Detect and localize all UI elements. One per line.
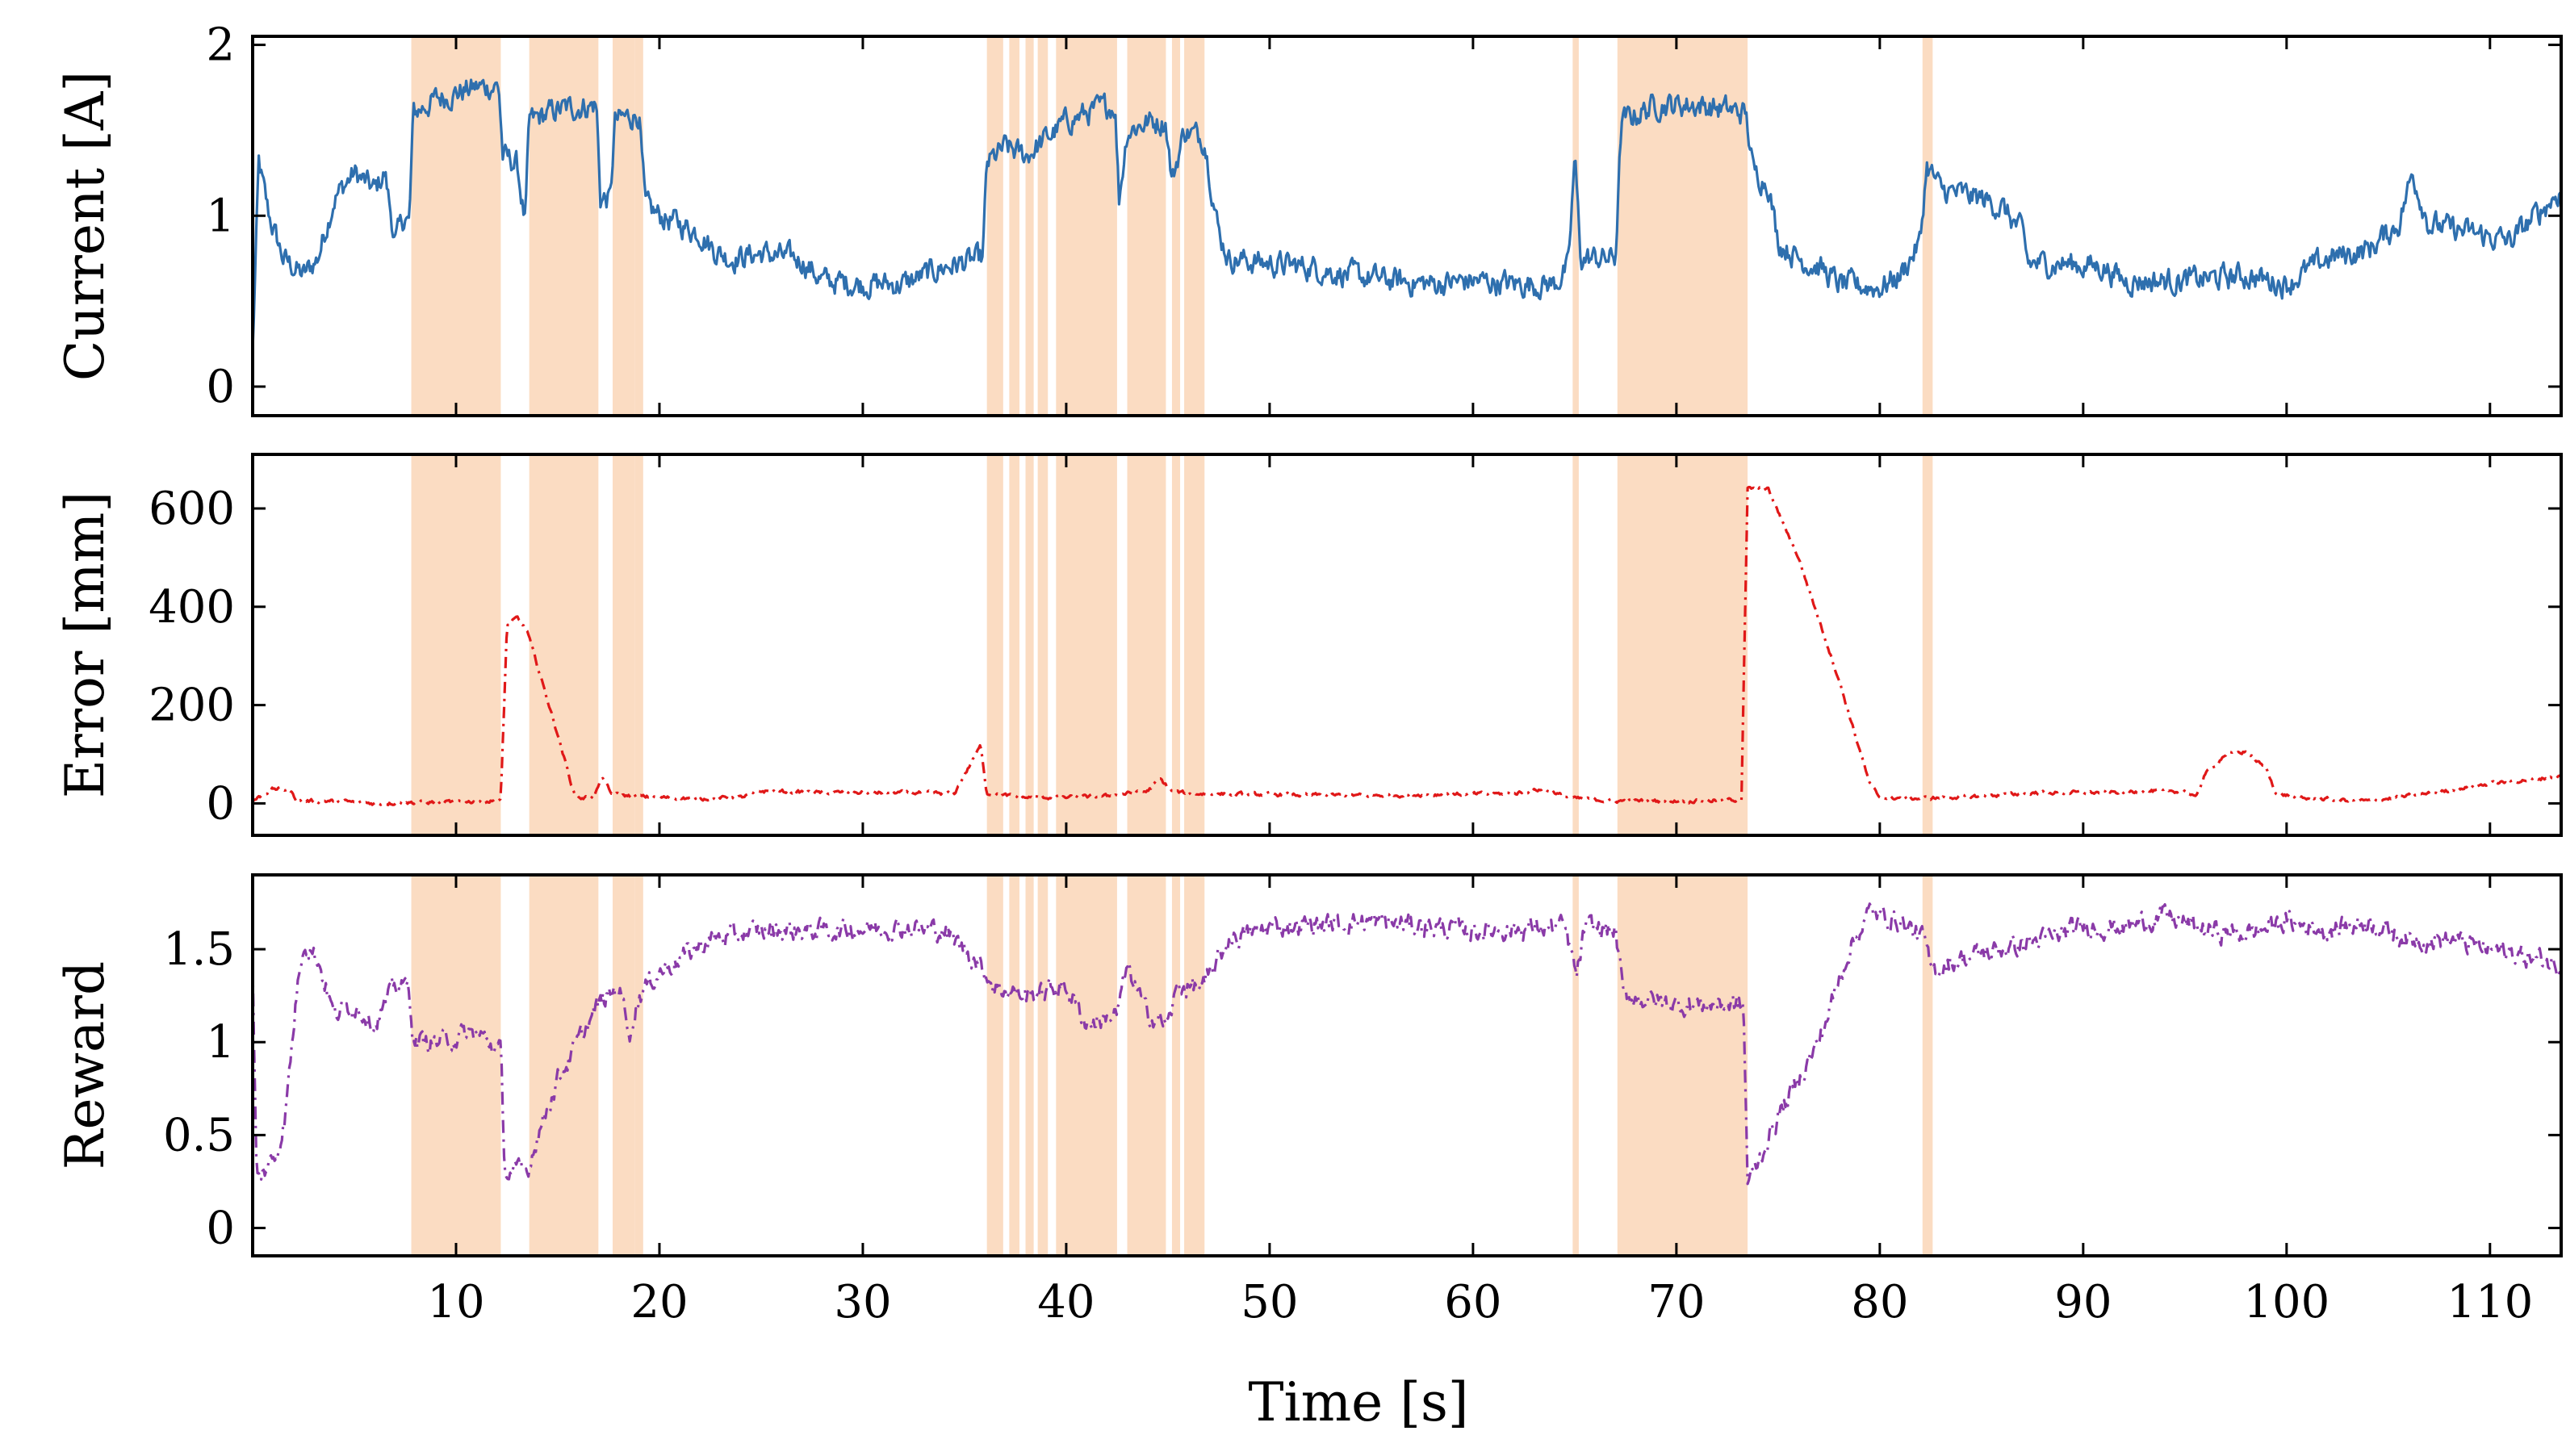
- highlight-band: [1572, 454, 1579, 835]
- highlight-bands: [411, 875, 1933, 1256]
- x-tick-label: 40: [1037, 1276, 1095, 1328]
- highlight-bands: [411, 454, 1933, 835]
- highlight-band: [1617, 454, 1748, 835]
- highlight-band: [1184, 875, 1205, 1256]
- y-tick-label: 0: [206, 1202, 235, 1254]
- x-tick-labels: 10 20 30 40 50 60 70 80 90 100 110: [427, 1276, 2533, 1328]
- highlight-band: [1009, 36, 1019, 416]
- error-y-ticks: 0 200 400 600: [149, 483, 2561, 830]
- x-axis-label: Time [s]: [1248, 1371, 1468, 1433]
- panel-reward: 0 0.5 1 1.5 Reward: [54, 873, 2563, 1257]
- error-plot-frame: [251, 453, 2563, 837]
- reward-y-ticks: 0 0.5 1 1.5: [163, 923, 2561, 1254]
- highlight-bands: [411, 36, 1933, 416]
- x-tick-label: 90: [2054, 1276, 2112, 1328]
- highlight-band: [411, 36, 501, 416]
- highlight-band: [1056, 36, 1117, 416]
- highlight-band: [634, 875, 643, 1256]
- error-y-axis-label: Error [mm]: [54, 492, 116, 798]
- x-tick-label: 70: [1647, 1276, 1705, 1328]
- highlight-band: [1025, 875, 1034, 1256]
- highlight-band: [1922, 875, 1933, 1256]
- y-tick-label: 0: [206, 361, 235, 413]
- highlight-band: [1127, 36, 1166, 416]
- panel-current: 0 1 2 Current [A]: [54, 19, 2563, 417]
- highlight-band: [1056, 875, 1117, 1256]
- x-tick-label: 100: [2243, 1276, 2329, 1328]
- y-tick-label: 2: [206, 19, 235, 72]
- current-y-ticks: 0 1 2: [206, 19, 2561, 413]
- reward-y-axis-label: Reward: [54, 961, 116, 1169]
- highlight-band: [613, 36, 635, 416]
- panel-error: 0 200 400 600 Error [mm]: [54, 453, 2563, 837]
- highlight-band: [1127, 454, 1166, 835]
- reward-plot-frame: [251, 873, 2563, 1257]
- reward-series-line: [251, 902, 2562, 1186]
- current-x-ticks: [454, 36, 2492, 416]
- highlight-band: [1171, 454, 1181, 835]
- highlight-band: [1037, 875, 1049, 1256]
- x-tick-label: 60: [1444, 1276, 1501, 1328]
- highlight-band: [1171, 36, 1181, 416]
- highlight-band: [1025, 36, 1034, 416]
- highlight-band: [613, 454, 635, 835]
- highlight-band: [1572, 875, 1579, 1256]
- highlight-band: [634, 454, 643, 835]
- highlight-band: [1127, 875, 1166, 1256]
- x-tick-label: 80: [1851, 1276, 1908, 1328]
- y-tick-label: 1.5: [163, 923, 235, 976]
- highlight-band: [1037, 36, 1049, 416]
- y-tick-label: 400: [149, 581, 235, 634]
- highlight-band: [1922, 36, 1933, 416]
- y-tick-label: 0: [206, 777, 235, 830]
- y-tick-label: 0.5: [163, 1109, 235, 1161]
- highlight-band: [411, 875, 501, 1256]
- highlight-band: [1009, 454, 1019, 835]
- highlight-band: [1184, 36, 1205, 416]
- y-tick-label: 1: [206, 190, 235, 242]
- x-tick-label: 110: [2447, 1276, 2533, 1328]
- x-tick-label: 30: [834, 1276, 891, 1328]
- y-tick-label: 200: [149, 680, 235, 732]
- highlight-band: [1056, 454, 1117, 835]
- highlight-band: [1922, 454, 1933, 835]
- highlight-band: [1617, 875, 1748, 1256]
- error-series-line: [252, 485, 2561, 806]
- y-tick-label: 1: [206, 1016, 235, 1069]
- highlight-band: [986, 454, 1003, 835]
- highlight-band: [1184, 454, 1205, 835]
- highlight-band: [529, 454, 599, 835]
- current-plot-frame: [251, 35, 2563, 417]
- highlight-band: [411, 454, 501, 835]
- highlight-band: [529, 36, 599, 416]
- reward-x-ticks: [454, 875, 2492, 1256]
- y-tick-label: 600: [149, 483, 235, 535]
- x-tick-label: 20: [630, 1276, 688, 1328]
- x-tick-label: 50: [1241, 1276, 1298, 1328]
- error-x-ticks: [454, 454, 2492, 835]
- current-series-line: [251, 78, 2562, 349]
- highlight-band: [1037, 454, 1049, 835]
- highlight-band: [529, 875, 599, 1256]
- highlight-band: [1009, 875, 1019, 1256]
- current-y-axis-label: Current [A]: [54, 71, 116, 381]
- highlight-band: [986, 36, 1003, 416]
- highlight-band: [1171, 875, 1181, 1256]
- highlight-band: [634, 36, 643, 416]
- highlight-band: [1617, 36, 1748, 416]
- highlight-band: [1572, 36, 1579, 416]
- highlight-band: [986, 875, 1003, 1256]
- highlight-band: [1025, 454, 1034, 835]
- x-tick-label: 10: [427, 1276, 484, 1328]
- highlight-band: [613, 875, 635, 1256]
